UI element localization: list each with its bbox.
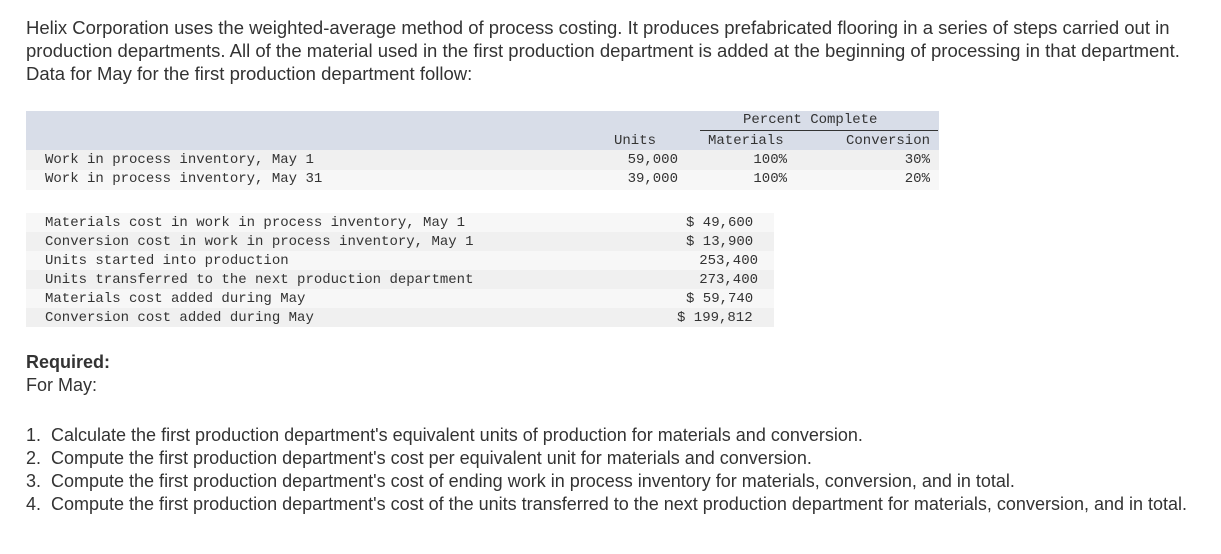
table-row-band bbox=[26, 150, 939, 170]
item-text: Calculate the first production departmen… bbox=[51, 425, 863, 445]
cost-value: $ 13,900 bbox=[686, 234, 754, 250]
row-label: Conversion cost in work in process inven… bbox=[45, 234, 474, 250]
materials-value: 100% bbox=[753, 152, 787, 168]
table-row-band bbox=[26, 213, 774, 232]
list-item: 2. Compute the first production departmen… bbox=[26, 447, 1211, 470]
cost-value: $ 59,740 bbox=[686, 291, 754, 307]
required-subheading: For May: bbox=[26, 375, 98, 395]
row-label: Materials cost in work in process invent… bbox=[45, 215, 466, 231]
required-heading: Required: bbox=[26, 352, 111, 372]
list-item: 3. Compute the first production departmen… bbox=[26, 470, 1211, 493]
table-row-band bbox=[26, 170, 939, 190]
intro-paragraph: Helix Corporation uses the weighted-aver… bbox=[26, 17, 1180, 84]
row-label: Work in process inventory, May 1 bbox=[45, 152, 314, 168]
cost-value: 253,400 bbox=[699, 253, 758, 269]
units-column-header: Units bbox=[614, 133, 657, 149]
units-value: 59,000 bbox=[627, 152, 678, 168]
materials-value: 100% bbox=[753, 171, 787, 187]
item-number: 4. bbox=[26, 494, 42, 514]
item-number: 2. bbox=[26, 448, 42, 468]
list-item: 1. Calculate the first production departm… bbox=[26, 424, 1211, 447]
conversion-value: 30% bbox=[904, 152, 930, 168]
cost-value: $ 199,812 bbox=[677, 310, 753, 326]
list-item: 4. Compute the first production departmen… bbox=[26, 493, 1211, 516]
cost-value: 273,400 bbox=[699, 272, 758, 288]
table-row-band bbox=[26, 289, 774, 308]
item-number: 3. bbox=[26, 471, 42, 491]
row-label: Work in process inventory, May 31 bbox=[45, 171, 323, 187]
item-number: 1. bbox=[26, 425, 42, 445]
item-text: Compute the first production department'… bbox=[51, 471, 1015, 491]
materials-column-header: Materials bbox=[708, 133, 784, 149]
row-label: Units transferred to the next production… bbox=[45, 272, 474, 288]
header-underline bbox=[700, 130, 938, 131]
cost-value: $ 49,600 bbox=[686, 215, 754, 231]
row-label: Conversion cost added during May bbox=[45, 310, 314, 326]
item-text: Compute the first production department'… bbox=[51, 494, 1188, 514]
conversion-value: 20% bbox=[904, 171, 930, 187]
item-text: Compute the first production department'… bbox=[51, 448, 812, 468]
conversion-column-header: Conversion bbox=[846, 133, 931, 149]
table-row-band bbox=[26, 308, 774, 327]
table-row-band bbox=[26, 270, 774, 289]
percent-complete-header: Percent Complete bbox=[743, 112, 878, 128]
row-label: Units started into production bbox=[45, 253, 289, 269]
units-value: 39,000 bbox=[627, 171, 678, 187]
table-row-band bbox=[26, 232, 774, 251]
table-row-band bbox=[26, 251, 774, 270]
row-label: Materials cost added during May bbox=[45, 291, 306, 307]
requirements-list: 1. Calculate the first production departm… bbox=[26, 424, 1211, 516]
